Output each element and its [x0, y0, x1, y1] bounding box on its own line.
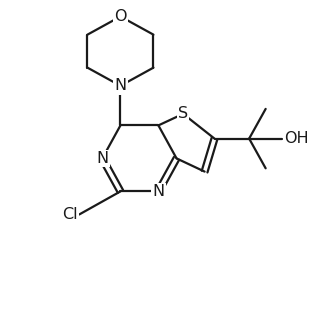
Text: S: S [178, 106, 188, 121]
Text: Cl: Cl [62, 207, 78, 222]
Text: N: N [115, 78, 126, 93]
Text: OH: OH [284, 131, 309, 146]
Text: N: N [96, 151, 108, 166]
Text: O: O [114, 9, 127, 24]
Text: N: N [152, 184, 164, 199]
